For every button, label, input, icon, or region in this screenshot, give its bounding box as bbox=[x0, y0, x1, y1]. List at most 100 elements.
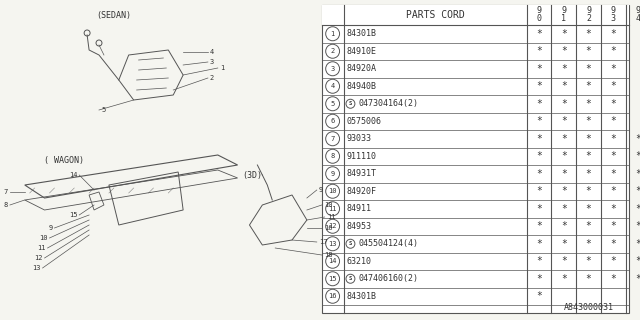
Text: *: * bbox=[635, 256, 640, 266]
Text: 12: 12 bbox=[34, 255, 43, 261]
Text: *: * bbox=[635, 239, 640, 249]
Text: *: * bbox=[536, 256, 542, 266]
Text: *: * bbox=[586, 169, 591, 179]
Text: *: * bbox=[536, 239, 542, 249]
Text: *: * bbox=[635, 186, 640, 196]
Text: *: * bbox=[611, 29, 616, 39]
Text: 13: 13 bbox=[32, 265, 40, 271]
Text: *: * bbox=[586, 151, 591, 161]
Text: *: * bbox=[611, 46, 616, 56]
Text: 15: 15 bbox=[328, 276, 337, 282]
Text: 8: 8 bbox=[4, 202, 8, 208]
Text: S: S bbox=[349, 276, 352, 281]
Text: 18: 18 bbox=[324, 252, 332, 258]
Text: *: * bbox=[635, 151, 640, 161]
Text: 4: 4 bbox=[636, 13, 640, 22]
Text: 2: 2 bbox=[210, 75, 214, 81]
Text: *: * bbox=[536, 64, 542, 74]
Text: 84931T: 84931T bbox=[346, 169, 376, 178]
Text: *: * bbox=[536, 81, 542, 91]
Text: *: * bbox=[561, 239, 567, 249]
Text: *: * bbox=[586, 46, 591, 56]
Text: *: * bbox=[611, 64, 616, 74]
Text: 5: 5 bbox=[330, 101, 335, 107]
Text: 13: 13 bbox=[328, 241, 337, 247]
Text: 6: 6 bbox=[330, 118, 335, 124]
Text: 9: 9 bbox=[586, 5, 591, 14]
Bar bbox=[322, 5, 628, 25]
Text: 3: 3 bbox=[210, 59, 214, 65]
Text: 1: 1 bbox=[220, 65, 224, 71]
Text: *: * bbox=[611, 169, 616, 179]
Text: 4: 4 bbox=[210, 49, 214, 55]
Text: *: * bbox=[586, 134, 591, 144]
Text: 2: 2 bbox=[586, 13, 591, 22]
Text: *: * bbox=[561, 186, 567, 196]
Text: 3: 3 bbox=[611, 13, 616, 22]
Text: *: * bbox=[586, 274, 591, 284]
Text: ( WAGON): ( WAGON) bbox=[44, 156, 84, 164]
Text: 16: 16 bbox=[324, 225, 332, 231]
Text: *: * bbox=[611, 204, 616, 214]
Text: *: * bbox=[611, 151, 616, 161]
Text: *: * bbox=[586, 116, 591, 126]
Text: *: * bbox=[561, 169, 567, 179]
Text: (3D): (3D) bbox=[243, 171, 262, 180]
Text: 11: 11 bbox=[328, 206, 337, 212]
Text: 84910E: 84910E bbox=[346, 47, 376, 56]
Text: *: * bbox=[635, 274, 640, 284]
Text: PARTS CORD: PARTS CORD bbox=[406, 10, 465, 20]
Text: 8: 8 bbox=[330, 153, 335, 159]
Text: 17: 17 bbox=[319, 239, 327, 245]
Text: (SEDAN): (SEDAN) bbox=[97, 11, 131, 20]
Text: *: * bbox=[611, 274, 616, 284]
Text: *: * bbox=[586, 221, 591, 231]
Text: 2: 2 bbox=[330, 48, 335, 54]
Text: *: * bbox=[611, 239, 616, 249]
Text: *: * bbox=[611, 81, 616, 91]
Text: *: * bbox=[586, 29, 591, 39]
Text: *: * bbox=[561, 221, 567, 231]
Text: 9: 9 bbox=[536, 5, 541, 14]
Text: *: * bbox=[561, 116, 567, 126]
Text: 15: 15 bbox=[68, 212, 77, 218]
Text: *: * bbox=[561, 29, 567, 39]
Text: 12: 12 bbox=[328, 223, 337, 229]
Text: *: * bbox=[561, 46, 567, 56]
Text: *: * bbox=[561, 256, 567, 266]
Text: 7: 7 bbox=[4, 189, 8, 195]
Text: 84911: 84911 bbox=[346, 204, 371, 213]
Text: *: * bbox=[586, 204, 591, 214]
Text: *: * bbox=[561, 81, 567, 91]
Text: *: * bbox=[611, 256, 616, 266]
Text: 14: 14 bbox=[68, 172, 77, 178]
Text: 84301B: 84301B bbox=[346, 292, 376, 301]
Text: S: S bbox=[349, 101, 352, 106]
Text: 7: 7 bbox=[330, 136, 335, 142]
Text: 11: 11 bbox=[37, 245, 45, 251]
Text: 9: 9 bbox=[611, 5, 616, 14]
Text: 047304164(2): 047304164(2) bbox=[358, 99, 419, 108]
Text: *: * bbox=[536, 116, 542, 126]
Text: *: * bbox=[536, 291, 542, 301]
Bar bbox=[322, 5, 628, 313]
Text: *: * bbox=[561, 64, 567, 74]
Text: 911110: 911110 bbox=[346, 152, 376, 161]
Text: *: * bbox=[611, 116, 616, 126]
Text: 84920F: 84920F bbox=[346, 187, 376, 196]
Text: 1: 1 bbox=[561, 13, 566, 22]
Text: 10: 10 bbox=[39, 235, 47, 241]
Text: 0: 0 bbox=[536, 13, 541, 22]
Text: *: * bbox=[561, 204, 567, 214]
Text: *: * bbox=[635, 134, 640, 144]
Text: 84920A: 84920A bbox=[346, 64, 376, 73]
Text: 0575006: 0575006 bbox=[346, 117, 381, 126]
Text: *: * bbox=[635, 204, 640, 214]
Text: *: * bbox=[611, 221, 616, 231]
Text: *: * bbox=[536, 46, 542, 56]
Text: *: * bbox=[586, 64, 591, 74]
Text: *: * bbox=[611, 134, 616, 144]
Text: 10: 10 bbox=[324, 202, 332, 208]
Text: S: S bbox=[349, 241, 352, 246]
Text: A843000031: A843000031 bbox=[564, 303, 614, 312]
